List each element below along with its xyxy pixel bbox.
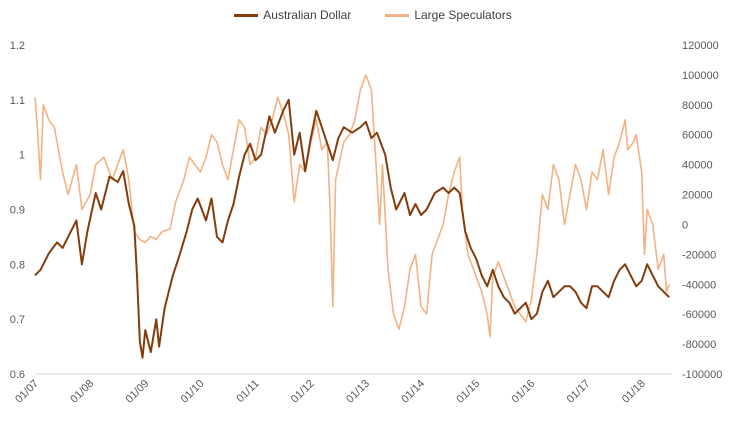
x-tick-label: 01/08 (68, 378, 96, 406)
legend-label-aud: Australian Dollar (263, 8, 352, 22)
legend-item-aud: Australian Dollar (234, 8, 351, 22)
y-left-tick-label: 1.2 (10, 40, 25, 52)
y-right-tick-label: 100000 (682, 70, 719, 82)
legend-swatch-speculators (385, 13, 410, 17)
legend-label-speculators: Large Speculators (414, 8, 512, 22)
y-right-tick-label: 120000 (682, 40, 719, 52)
y-right-tick-label: 40000 (682, 160, 713, 172)
y-right-tick-label: -60000 (682, 309, 716, 321)
x-tick-label: 01/14 (399, 378, 427, 406)
series-line-australian-dollar (34, 98, 670, 359)
x-tick-label: 01/13 (344, 378, 372, 406)
y-right-tick-label: 0 (682, 219, 688, 231)
legend-item-speculators: Large Speculators (385, 8, 512, 22)
y-right-tick-label: 60000 (682, 130, 713, 142)
legend-swatch-aud (234, 13, 259, 17)
x-tick-label: 01/07 (13, 378, 41, 406)
chart-legend: Australian Dollar Large Speculators (0, 8, 746, 22)
y-left-tick-label: 1 (19, 150, 25, 162)
y-right-tick-label: 80000 (682, 100, 713, 112)
y-right-tick-label: -40000 (682, 279, 716, 291)
y-right-tick-label: -100000 (682, 369, 722, 381)
x-tick-label: 01/10 (179, 378, 207, 406)
x-tick-label: 01/16 (510, 378, 538, 406)
y-left-tick-label: 0.6 (10, 369, 25, 381)
y-right-tick-label: -20000 (682, 249, 716, 261)
series-line-large-speculators (34, 74, 670, 338)
y-right-tick-label: 20000 (682, 190, 713, 202)
y-right-tick-label: -80000 (682, 339, 716, 351)
y-left-tick-label: 1.1 (10, 95, 25, 107)
x-tick-label: 01/15 (454, 378, 482, 406)
x-tick-label: 01/17 (565, 378, 593, 406)
y-left-tick-label: 0.7 (10, 314, 25, 326)
y-left-tick-label: 0.8 (10, 259, 25, 271)
x-tick-label: 01/11 (234, 378, 261, 405)
x-tick-label: 01/09 (123, 378, 151, 406)
x-tick-label: 01/18 (620, 378, 648, 406)
x-tick-label: 01/12 (289, 378, 317, 406)
y-left-tick-label: 0.9 (10, 205, 25, 217)
